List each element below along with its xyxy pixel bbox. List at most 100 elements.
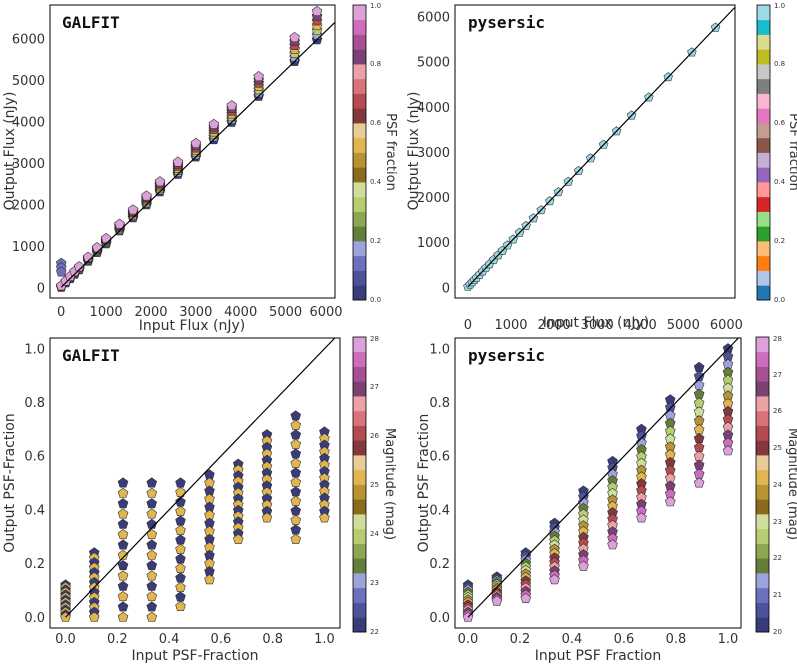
data-point xyxy=(290,457,302,468)
y-tick: 6000 xyxy=(417,11,450,26)
colorbar-swatch xyxy=(353,34,366,50)
colorbar-swatch xyxy=(757,270,770,286)
data-point xyxy=(693,459,705,470)
colorbar-tick: 27 xyxy=(370,383,379,391)
colorbar-tick: 0.2 xyxy=(774,237,785,245)
data-point xyxy=(290,533,302,544)
data-point xyxy=(88,611,100,622)
colorbar-swatch xyxy=(756,381,769,397)
colorbar-swatch xyxy=(353,5,366,21)
colorbar-swatch xyxy=(353,270,366,286)
colorbar-tick: 0.4 xyxy=(370,178,382,186)
colorbar-swatch xyxy=(353,573,366,589)
data-point xyxy=(226,100,238,111)
data-point xyxy=(117,591,129,602)
colorbar-swatch xyxy=(353,528,366,544)
colorbar-swatch xyxy=(756,337,769,353)
x-tick: 0.2 xyxy=(510,632,531,647)
data-point xyxy=(172,156,184,167)
pysersic-flux-colorbar-label: PSF fraction xyxy=(786,113,797,191)
colorbar-swatch xyxy=(353,211,366,227)
colorbar-swatch xyxy=(756,617,769,633)
colorbar-tick: 1.0 xyxy=(774,2,785,10)
pysersic-flux-plot-frame xyxy=(454,4,736,299)
panel-pysersic-psf: pysersic 0.0 0.2 0.4 0.6 0.8 1.0 0.0 0.2… xyxy=(416,335,797,664)
colorbar-swatch xyxy=(353,167,366,183)
galfit-psf-colorbar-label: Magnitude (mag) xyxy=(382,428,397,540)
y-tick: 0.6 xyxy=(429,450,450,465)
colorbar-swatch xyxy=(756,351,769,367)
y-tick: 0.0 xyxy=(24,611,45,626)
data-point xyxy=(146,539,158,550)
pysersic-flux-title: pysersic xyxy=(468,13,545,32)
colorbar-swatch xyxy=(353,108,366,124)
colorbar-swatch xyxy=(757,19,770,35)
data-point xyxy=(141,190,152,201)
y-tick: 0.6 xyxy=(24,450,45,465)
colorbar-swatch xyxy=(756,558,769,574)
data-point xyxy=(290,410,302,421)
pysersic-psf-colorbar-ticks: 20 21 22 23 24 25 26 27 28 xyxy=(773,335,782,636)
data-point xyxy=(290,495,302,506)
colorbar-swatch xyxy=(353,543,366,559)
colorbar-swatch xyxy=(353,64,366,80)
colorbar-swatch xyxy=(353,396,366,412)
y-tick: 5000 xyxy=(12,74,45,89)
colorbar-swatch xyxy=(756,528,769,544)
data-point xyxy=(114,218,125,229)
data-point xyxy=(290,505,302,516)
colorbar-swatch xyxy=(757,34,770,50)
data-point xyxy=(693,424,705,435)
galfit-psf-reference-line xyxy=(65,337,336,618)
data-point xyxy=(290,467,302,478)
data-point xyxy=(146,498,158,509)
galfit-flux-plot-frame xyxy=(49,4,336,299)
pysersic-psf-points xyxy=(462,343,734,622)
colorbar-swatch xyxy=(353,351,366,367)
data-point xyxy=(290,438,302,449)
y-tick: 0.8 xyxy=(24,396,45,411)
y-tick: 0.2 xyxy=(24,557,45,572)
colorbar-swatch xyxy=(353,337,366,353)
data-point xyxy=(578,560,589,571)
galfit-flux-points xyxy=(55,5,323,292)
colorbar-swatch xyxy=(757,226,770,242)
data-point xyxy=(175,553,186,564)
data-point xyxy=(117,508,129,519)
data-point xyxy=(127,204,139,215)
data-point xyxy=(549,574,560,585)
y-tick: 0 xyxy=(37,282,45,297)
y-tick: 2000 xyxy=(417,191,450,206)
y-tick: 0.2 xyxy=(429,557,450,572)
colorbar-swatch xyxy=(353,226,366,242)
x-tick: 1.0 xyxy=(718,632,739,647)
data-point xyxy=(117,560,129,571)
galfit-psf-y-label: Output PSF-Fraction xyxy=(2,413,18,552)
colorbar-swatch xyxy=(757,182,770,198)
data-point xyxy=(208,118,220,129)
data-point xyxy=(146,549,158,560)
data-point xyxy=(175,505,186,517)
data-point xyxy=(693,433,705,444)
colorbar-tick: 28 xyxy=(370,335,379,343)
colorbar-tick: 0.6 xyxy=(370,119,382,127)
pysersic-flux-colorbar-ticks: 0.0 0.2 0.4 0.6 0.8 1.0 xyxy=(774,2,786,304)
colorbar-swatch xyxy=(353,440,366,456)
panel-galfit-psf: GALFIT 0.0 0.2 0.4 0.6 0.8 1.0 0.0 0.2 0… xyxy=(2,335,397,664)
data-point xyxy=(117,477,129,488)
galfit-psf-plot-frame xyxy=(49,337,341,629)
data-point xyxy=(73,261,85,272)
colorbar-swatch xyxy=(756,455,769,471)
galfit-flux-reference-line xyxy=(60,21,336,288)
colorbar-swatch xyxy=(353,455,366,471)
pysersic-flux-colorbar-frame xyxy=(756,4,771,301)
y-tick: 1.0 xyxy=(429,342,450,357)
galfit-psf-colorbar xyxy=(353,337,366,633)
data-point xyxy=(117,539,129,550)
galfit-flux-x-label: Input Flux (nJy) xyxy=(139,318,245,334)
colorbar-tick: 24 xyxy=(773,481,782,489)
colorbar-swatch xyxy=(353,137,366,153)
colorbar-swatch xyxy=(353,499,366,515)
galfit-psf-colorbar-frame xyxy=(352,336,367,633)
